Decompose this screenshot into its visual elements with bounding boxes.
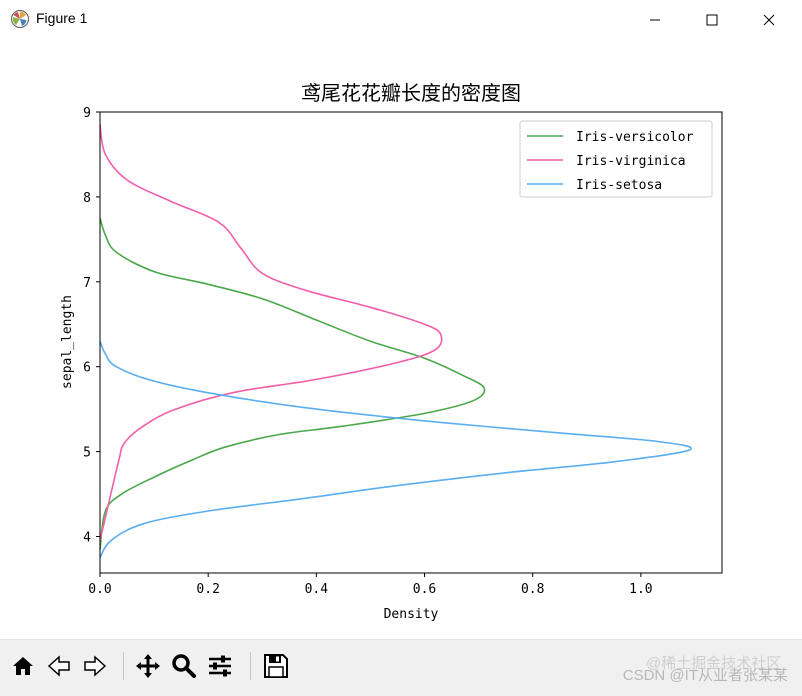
window-titlebar: Figure 1 [0, 0, 802, 39]
legend-label: Iris-setosa [576, 178, 662, 193]
x-tick-label: 0.4 [305, 582, 329, 597]
density-line-iris-virginica [99, 124, 443, 541]
zoom-button[interactable] [167, 649, 201, 683]
configure-subplots-button[interactable] [203, 649, 237, 683]
forward-button[interactable] [78, 649, 112, 683]
density-line-iris-versicolor [99, 217, 486, 550]
density-line-iris-setosa [99, 340, 692, 559]
watermark-juejin: @稀土掘金技术社区 [646, 655, 782, 672]
x-tick-label: 0.0 [88, 582, 111, 597]
arrow-right-icon [84, 655, 107, 677]
density-chart: 鸢尾花花瓣长度的密度图 0.0 0.2 0.4 0.6 0.8 1.0 4 5 6 7 8 9 De… [60, 81, 723, 622]
window-title: Figure 1 [36, 10, 88, 26]
arrow-left-icon [47, 655, 70, 677]
legend-label: Iris-virginica [576, 154, 686, 169]
y-tick-label: 8 [83, 191, 91, 206]
y-axis-label: sepal_length [60, 295, 75, 389]
y-tick-label: 5 [83, 446, 91, 461]
y-tick-label: 4 [83, 530, 91, 545]
toolbar-separator [123, 652, 124, 680]
minimize-button[interactable] [632, 0, 678, 39]
x-tick-label: 0.2 [196, 582, 219, 597]
floppy-disk-icon [264, 654, 288, 678]
x-axis-label: Density [384, 607, 439, 622]
toolbar-separator [250, 652, 251, 680]
chart-title: 鸢尾花花瓣长度的密度图 [301, 81, 521, 105]
maximize-button[interactable] [689, 0, 735, 39]
home-icon [13, 657, 33, 675]
back-button[interactable] [42, 649, 76, 683]
close-icon [763, 14, 775, 25]
y-tick-label: 9 [83, 106, 91, 121]
x-tick-label: 0.8 [521, 582, 544, 597]
home-button[interactable] [6, 649, 40, 683]
legend: Iris-versicolor Iris-virginica Iris-setosa [519, 120, 713, 198]
magnifier-icon [172, 654, 196, 678]
watermark-csdn: CSDN @IT从业者张某某 [622, 667, 788, 684]
pan-button[interactable] [131, 649, 165, 683]
y-tick-label: 7 [83, 276, 91, 291]
sliders-icon [209, 655, 231, 677]
save-button[interactable] [259, 649, 293, 683]
navigation-toolbar [0, 639, 802, 696]
legend-label: Iris-versicolor [576, 130, 694, 145]
close-button[interactable] [746, 0, 792, 39]
x-tick-label: 0.6 [413, 582, 436, 597]
y-tick-label: 6 [83, 361, 91, 376]
move-icon [136, 654, 160, 678]
matplotlib-icon [10, 9, 30, 29]
plot-frame [99, 111, 723, 574]
legend-box [519, 120, 713, 198]
maximize-icon [706, 14, 718, 25]
figure-canvas: 鸢尾花花瓣长度的密度图 0.0 0.2 0.4 0.6 0.8 1.0 4 5 6 7 8 9 De… [0, 39, 802, 639]
minimize-icon [650, 19, 660, 20]
x-tick-label: 1.0 [629, 582, 652, 597]
